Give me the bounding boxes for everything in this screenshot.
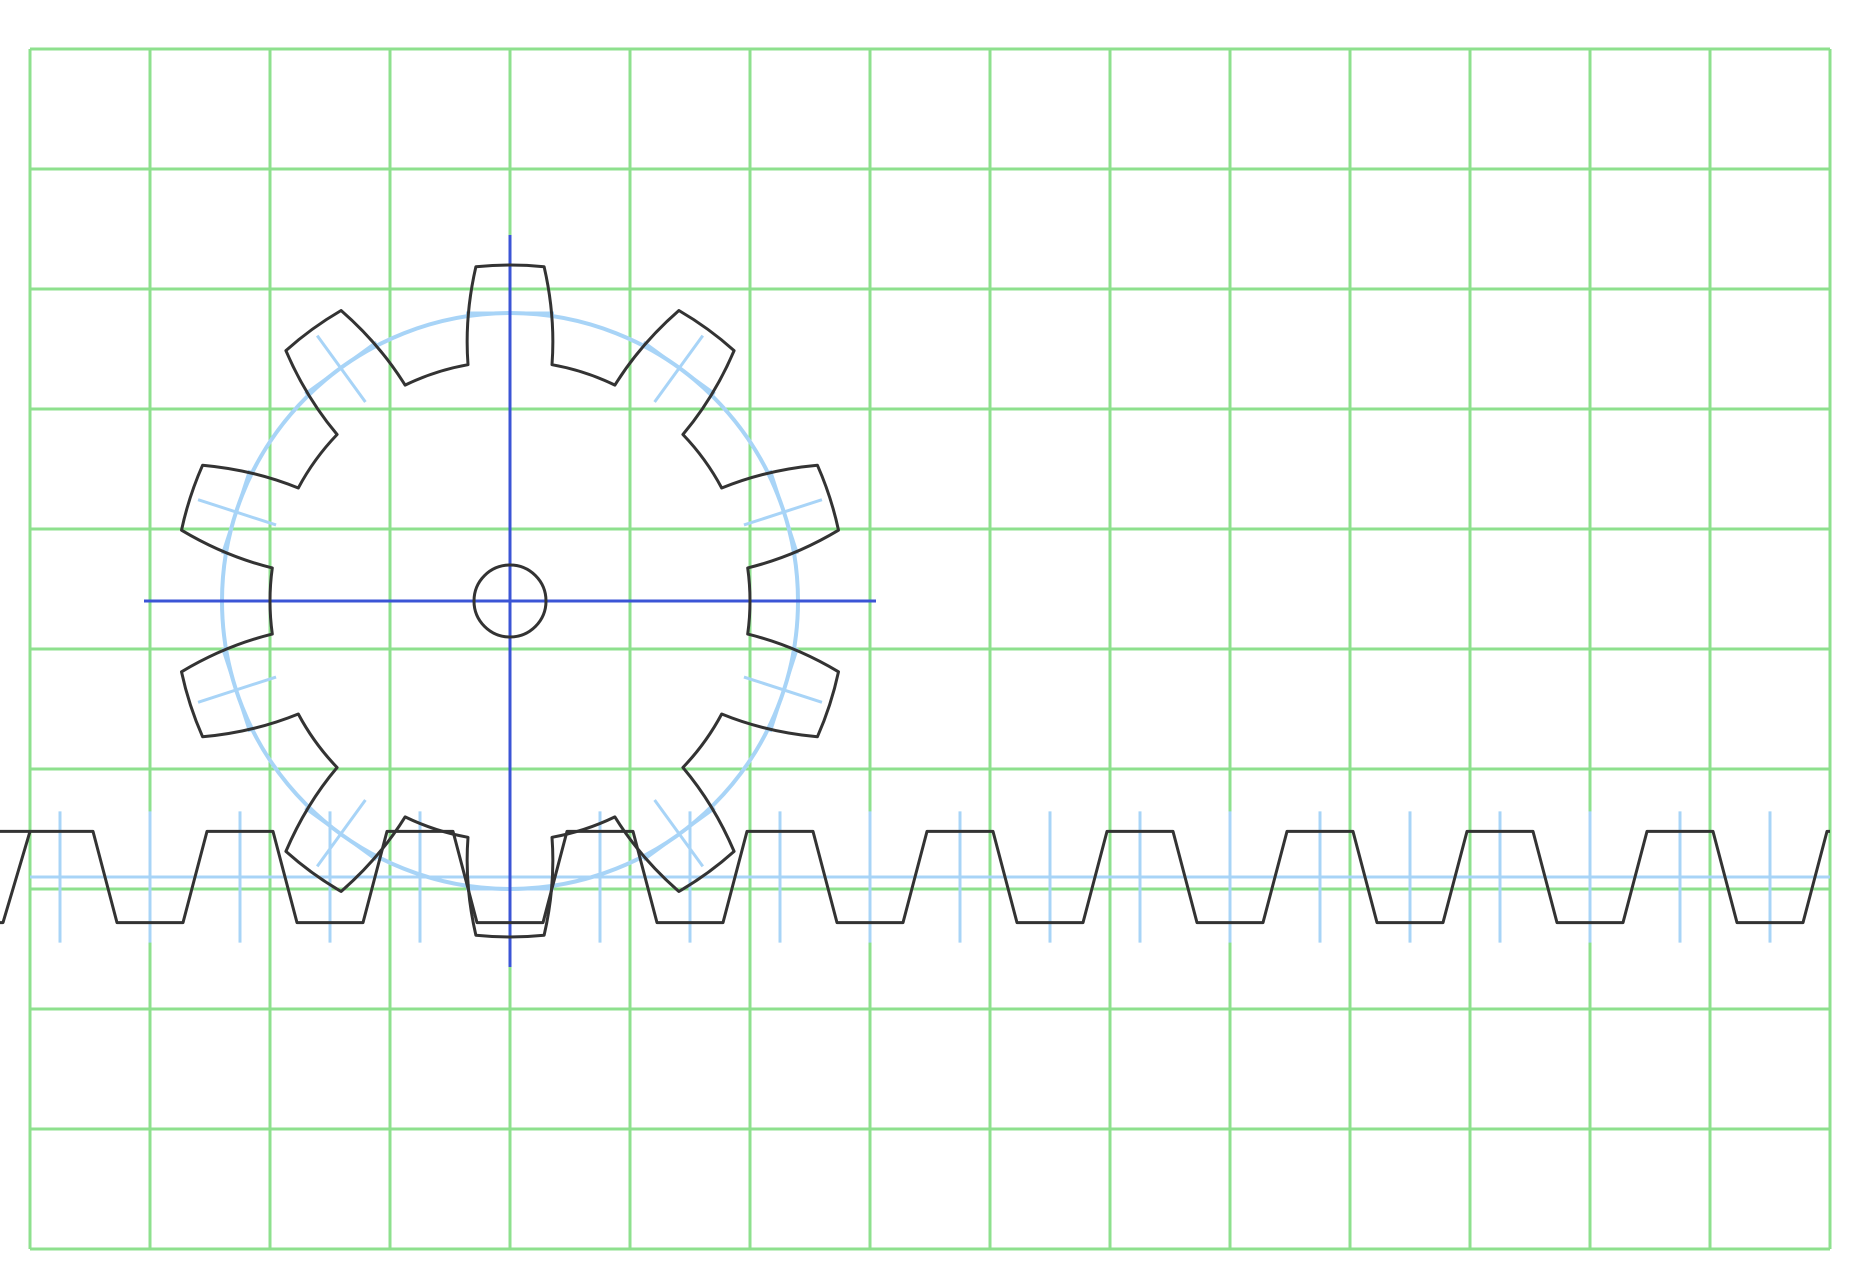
tooth-pitch-tick [304,340,378,396]
tooth-pitch-tick [221,469,252,555]
tooth-pitch-tick [304,806,378,862]
tooth-pitch-tick [768,469,799,555]
gear-bore [472,563,548,639]
rack-outline [0,829,1830,925]
center-axes [144,235,876,967]
tooth-pitch-tick [642,340,716,396]
tooth-pitch-tick [768,647,799,733]
gear-outline [180,263,840,939]
outlines [0,263,1830,939]
tooth-pitch-tick [642,806,716,862]
grid [28,47,1832,1251]
tooth-pitch-tick [221,647,252,733]
